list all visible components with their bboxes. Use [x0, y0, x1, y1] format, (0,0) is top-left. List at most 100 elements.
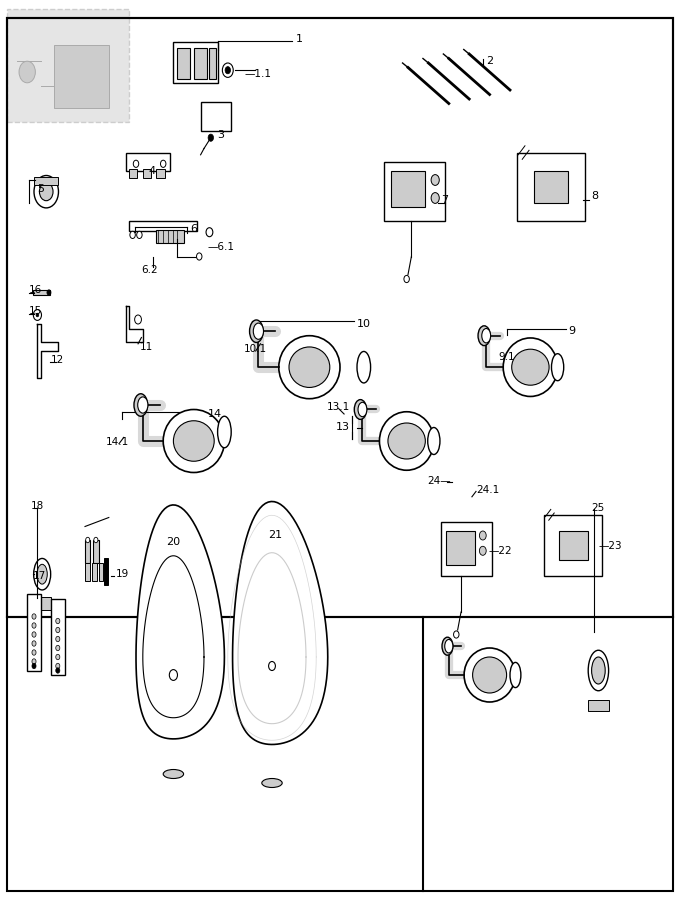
Circle shape: [133, 160, 139, 167]
Text: 3: 3: [218, 130, 224, 140]
Circle shape: [454, 631, 459, 638]
FancyBboxPatch shape: [104, 558, 108, 585]
Text: —22: —22: [488, 545, 512, 556]
FancyBboxPatch shape: [54, 45, 109, 108]
Ellipse shape: [473, 657, 507, 693]
Text: 13: 13: [336, 422, 350, 433]
Text: 25: 25: [592, 502, 605, 513]
Circle shape: [32, 614, 36, 619]
Circle shape: [269, 662, 275, 670]
FancyBboxPatch shape: [129, 169, 137, 178]
Circle shape: [206, 228, 213, 237]
Text: 9.1: 9.1: [498, 352, 515, 363]
FancyBboxPatch shape: [517, 153, 585, 220]
Ellipse shape: [262, 778, 282, 788]
FancyBboxPatch shape: [173, 42, 218, 83]
FancyBboxPatch shape: [209, 48, 216, 79]
Ellipse shape: [510, 662, 521, 688]
Text: 24.1: 24.1: [476, 484, 499, 495]
FancyBboxPatch shape: [92, 562, 97, 580]
FancyBboxPatch shape: [201, 102, 231, 130]
Text: 15: 15: [29, 305, 41, 316]
Circle shape: [94, 537, 98, 543]
Text: 16: 16: [29, 284, 41, 295]
Ellipse shape: [464, 648, 515, 702]
Ellipse shape: [33, 558, 50, 590]
Polygon shape: [27, 594, 41, 670]
Circle shape: [19, 61, 35, 83]
Text: 14: 14: [207, 409, 222, 419]
Circle shape: [47, 290, 51, 295]
Ellipse shape: [379, 412, 434, 470]
Text: 4: 4: [148, 166, 155, 176]
Ellipse shape: [428, 428, 440, 454]
Ellipse shape: [503, 338, 558, 396]
Text: 24—: 24—: [427, 475, 451, 486]
Text: 20: 20: [167, 536, 180, 547]
Circle shape: [56, 627, 60, 633]
Text: 9: 9: [568, 326, 575, 337]
FancyBboxPatch shape: [384, 162, 445, 220]
FancyBboxPatch shape: [559, 531, 588, 560]
Circle shape: [431, 175, 439, 185]
Ellipse shape: [354, 400, 367, 419]
Circle shape: [32, 632, 36, 637]
Ellipse shape: [289, 347, 330, 388]
Ellipse shape: [250, 320, 263, 343]
FancyBboxPatch shape: [33, 290, 50, 295]
Ellipse shape: [173, 421, 214, 461]
Circle shape: [56, 663, 60, 669]
Circle shape: [137, 231, 142, 239]
Circle shape: [169, 670, 177, 680]
Circle shape: [32, 623, 36, 628]
Text: —1.1: —1.1: [245, 68, 272, 79]
Ellipse shape: [551, 354, 564, 381]
Text: 14.1: 14.1: [105, 436, 129, 447]
Ellipse shape: [511, 349, 549, 385]
FancyBboxPatch shape: [391, 171, 425, 207]
FancyBboxPatch shape: [446, 531, 475, 565]
Text: 6: 6: [190, 224, 197, 235]
Ellipse shape: [442, 637, 453, 655]
FancyBboxPatch shape: [544, 515, 602, 576]
FancyBboxPatch shape: [534, 171, 568, 202]
FancyBboxPatch shape: [143, 169, 151, 178]
Circle shape: [39, 183, 53, 201]
Circle shape: [32, 659, 36, 664]
Text: 13.1: 13.1: [326, 401, 350, 412]
FancyBboxPatch shape: [93, 540, 99, 562]
Text: 10: 10: [357, 319, 371, 329]
Circle shape: [32, 663, 36, 669]
Text: 8: 8: [592, 191, 598, 202]
Text: 17: 17: [33, 571, 46, 581]
Polygon shape: [136, 505, 224, 739]
FancyBboxPatch shape: [33, 597, 51, 610]
Circle shape: [86, 537, 90, 543]
Polygon shape: [51, 598, 65, 675]
Text: 18: 18: [31, 500, 44, 511]
Ellipse shape: [358, 402, 367, 417]
Text: —23: —23: [598, 541, 622, 552]
Ellipse shape: [478, 326, 490, 346]
Text: 6.2: 6.2: [141, 265, 158, 275]
Text: 2: 2: [486, 56, 493, 67]
Ellipse shape: [357, 352, 371, 383]
Text: 10.1: 10.1: [243, 344, 267, 355]
Text: 1: 1: [296, 33, 303, 44]
Ellipse shape: [588, 650, 609, 691]
Circle shape: [36, 313, 39, 317]
FancyBboxPatch shape: [7, 9, 129, 122]
FancyBboxPatch shape: [156, 230, 184, 243]
Ellipse shape: [445, 639, 453, 653]
Text: 12: 12: [51, 355, 64, 365]
FancyBboxPatch shape: [129, 220, 197, 231]
Ellipse shape: [218, 416, 231, 448]
Ellipse shape: [134, 393, 148, 416]
Text: 11: 11: [139, 341, 152, 352]
Circle shape: [34, 176, 58, 208]
Ellipse shape: [253, 323, 264, 339]
Circle shape: [56, 654, 60, 660]
Ellipse shape: [592, 657, 605, 684]
Text: 7: 7: [441, 194, 447, 205]
Circle shape: [197, 253, 202, 260]
